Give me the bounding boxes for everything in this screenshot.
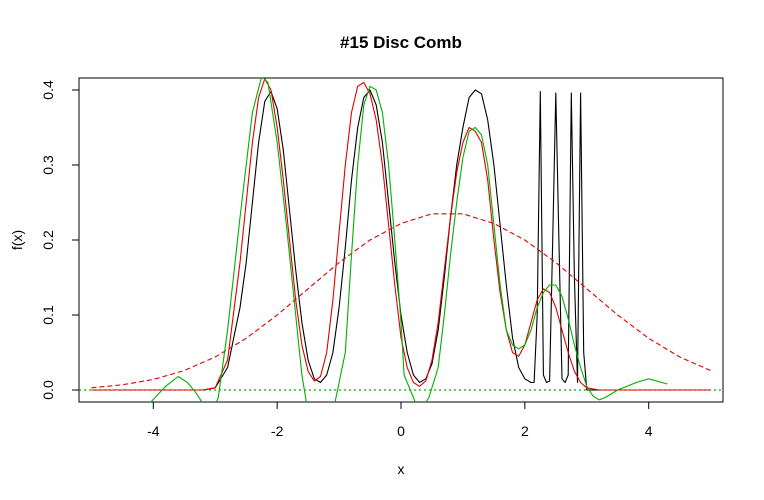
series-layer	[79, 78, 723, 402]
series-line-normal_reference	[91, 213, 711, 389]
y-tick-label: 0.2	[40, 230, 56, 250]
y-axis-label: f(x)	[9, 230, 25, 250]
x-axis: -4 -2 0 2 4	[147, 401, 653, 439]
y-tick-label: 0.3	[40, 155, 56, 175]
y-axis: 0.0 0.1 0.2 0.3 0.4	[40, 80, 80, 400]
series-line-estimate_red	[91, 78, 711, 391]
y-tick-label: 0.4	[40, 80, 56, 100]
y-tick-label: 0.1	[40, 305, 56, 325]
plot-frame	[78, 77, 724, 403]
x-tick-label: 4	[645, 423, 653, 439]
x-tick-label: -2	[271, 423, 284, 439]
x-tick-label: 2	[521, 423, 529, 439]
x-axis-label: x	[398, 461, 405, 477]
x-tick-label: -4	[147, 423, 160, 439]
series-line-true_density	[91, 89, 711, 391]
chart-title: #15 Disc Comb	[340, 33, 462, 52]
y-tick-label: 0.0	[40, 380, 56, 400]
series-line-estimate_green	[150, 78, 668, 402]
x-tick-label: 0	[397, 423, 405, 439]
